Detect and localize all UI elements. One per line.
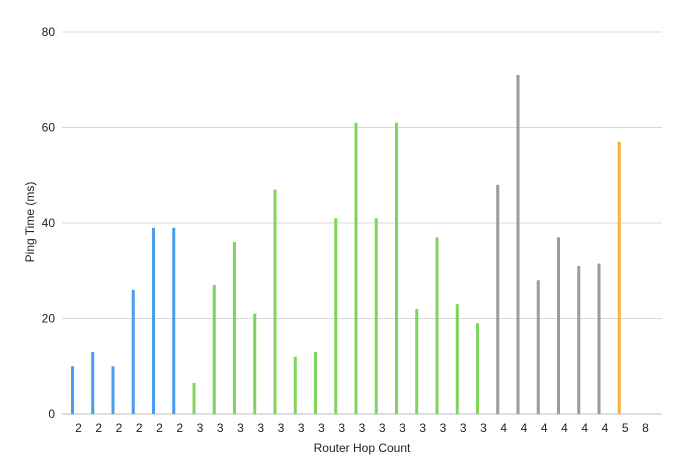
y-tick-labels: 0 20 40 60 80 bbox=[42, 25, 56, 421]
bar bbox=[597, 263, 601, 414]
x-tick-label: 3 bbox=[217, 421, 224, 435]
x-tick-label: 4 bbox=[500, 421, 507, 435]
x-tick-label: 2 bbox=[136, 421, 143, 435]
bar bbox=[172, 227, 176, 414]
bar bbox=[374, 218, 378, 414]
bar bbox=[71, 366, 74, 414]
x-tick-label: 4 bbox=[541, 421, 548, 435]
x-tick-label: 3 bbox=[440, 421, 447, 435]
bar bbox=[415, 308, 419, 414]
bar bbox=[273, 189, 277, 414]
bar bbox=[131, 289, 135, 414]
bars bbox=[71, 74, 621, 414]
x-tick-label: 3 bbox=[298, 421, 305, 435]
bar bbox=[557, 237, 560, 414]
x-tick-label: 2 bbox=[156, 421, 163, 435]
y-tick-label: 20 bbox=[42, 312, 56, 326]
bar bbox=[476, 323, 479, 414]
x-tick-label: 2 bbox=[116, 421, 123, 435]
x-tick-label: 3 bbox=[460, 421, 467, 435]
bar bbox=[496, 184, 500, 414]
bar bbox=[212, 285, 216, 414]
bar bbox=[455, 304, 459, 414]
x-tick-label: 3 bbox=[278, 421, 285, 435]
bar bbox=[111, 366, 115, 414]
y-tick-label: 60 bbox=[42, 121, 56, 135]
x-tick-label: 4 bbox=[521, 421, 528, 435]
y-tick-label: 80 bbox=[42, 25, 56, 39]
x-tick-label: 2 bbox=[75, 421, 82, 435]
bar bbox=[354, 122, 358, 414]
bar bbox=[516, 74, 520, 414]
bar bbox=[435, 237, 439, 414]
x-tick-label: 3 bbox=[257, 421, 264, 435]
bar bbox=[536, 280, 540, 414]
x-tick-label: 3 bbox=[419, 421, 426, 435]
y-tick-label: 40 bbox=[42, 216, 56, 230]
x-tick-label: 3 bbox=[318, 421, 325, 435]
bar bbox=[314, 351, 317, 414]
gridlines bbox=[62, 31, 662, 415]
x-tick-label: 3 bbox=[379, 421, 386, 435]
x-tick-label: 2 bbox=[95, 421, 102, 435]
y-tick-label: 0 bbox=[48, 407, 55, 421]
bar bbox=[233, 242, 236, 414]
x-tick-label: 4 bbox=[581, 421, 588, 435]
bar bbox=[395, 122, 398, 414]
x-tick-label: 3 bbox=[399, 421, 406, 435]
x-tick-label: 8 bbox=[642, 421, 649, 435]
x-tick-label: 3 bbox=[197, 421, 204, 435]
x-tick-label: 2 bbox=[176, 421, 183, 435]
x-tick-label: 3 bbox=[359, 421, 366, 435]
bar bbox=[293, 356, 297, 414]
y-axis-title: Ping Time (ms) bbox=[23, 182, 37, 263]
bar bbox=[577, 265, 581, 414]
x-tick-label: 3 bbox=[338, 421, 345, 435]
bar bbox=[253, 313, 257, 414]
x-tick-label: 4 bbox=[561, 421, 568, 435]
x-axis-title: Router Hop Count bbox=[314, 441, 411, 455]
x-tick-label: 4 bbox=[602, 421, 609, 435]
x-tick-label: 3 bbox=[480, 421, 487, 435]
bar bbox=[617, 141, 621, 414]
x-tick-label: 3 bbox=[237, 421, 244, 435]
x-tick-label: 5 bbox=[622, 421, 629, 435]
bar bbox=[334, 218, 338, 414]
bar bbox=[192, 382, 196, 414]
bar bbox=[91, 351, 95, 414]
bar bbox=[152, 227, 155, 414]
